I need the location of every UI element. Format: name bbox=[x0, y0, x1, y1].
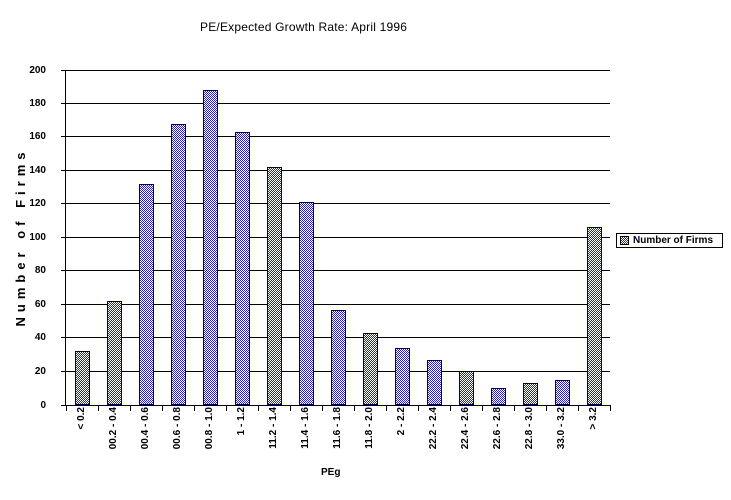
x-tick-label: 11.4 - 1.6 bbox=[300, 407, 311, 449]
x-axis-tick bbox=[610, 405, 611, 411]
x-tick-label: 11.8 - 2.0 bbox=[364, 407, 375, 449]
x-tick-label: 11.2 - 1.4 bbox=[268, 407, 279, 449]
y-axis-tick bbox=[61, 337, 70, 338]
gridline bbox=[66, 304, 610, 305]
x-axis-tick bbox=[290, 405, 291, 411]
bar-11.4-1.6 bbox=[299, 202, 314, 405]
x-axis-tick bbox=[514, 405, 515, 411]
y-tick-label: 100 bbox=[29, 232, 46, 243]
y-tick-label: 180 bbox=[29, 98, 46, 109]
x-axis-tick bbox=[258, 405, 259, 411]
x-tick-label: 00.6 - 0.8 bbox=[172, 407, 183, 450]
bar-<0.2 bbox=[75, 351, 90, 405]
x-tick-label: > 3.2 bbox=[588, 407, 599, 430]
gridline bbox=[66, 237, 610, 238]
x-tick-label: 22.2 - 2.4 bbox=[428, 407, 439, 450]
bar-11.8-2.0 bbox=[363, 333, 378, 405]
gridline bbox=[66, 70, 610, 71]
x-axis-tick bbox=[418, 405, 419, 411]
bar-00.6-0.8 bbox=[171, 124, 186, 405]
x-tick-label: 22.6 - 2.8 bbox=[492, 407, 503, 450]
x-tick-label: 22.8 - 3.0 bbox=[524, 407, 535, 450]
y-axis-tick bbox=[61, 136, 70, 137]
x-axis-tick bbox=[450, 405, 451, 411]
y-tick-label: 140 bbox=[29, 165, 46, 176]
y-tick-label: 0 bbox=[40, 400, 46, 411]
x-axis-tick bbox=[322, 405, 323, 411]
y-axis-tick bbox=[61, 203, 70, 204]
gridline bbox=[66, 170, 610, 171]
legend: Number of Firms bbox=[616, 233, 723, 248]
x-axis-title: PEg bbox=[321, 467, 341, 478]
bar-11.2-1.4 bbox=[267, 167, 282, 405]
y-axis-tick bbox=[61, 70, 70, 71]
gridline bbox=[66, 203, 610, 204]
bar-33.0-3.2 bbox=[555, 380, 570, 405]
x-tick-label: 2 - 2.2 bbox=[396, 407, 407, 436]
x-tick-label: < 0.2 bbox=[76, 407, 87, 430]
x-tick-label: 00.4 - 0.6 bbox=[140, 407, 151, 450]
y-tick-label: 60 bbox=[34, 299, 46, 310]
bar-00.8-1.0 bbox=[203, 90, 218, 405]
gridline bbox=[66, 103, 610, 104]
bar-22.8-3.0 bbox=[523, 383, 538, 405]
y-axis-tick bbox=[61, 170, 70, 171]
bar-11.6-1.8 bbox=[331, 310, 346, 405]
y-axis-tick bbox=[61, 237, 70, 238]
x-tick-label: 11.6 - 1.8 bbox=[332, 407, 343, 449]
x-axis-tick bbox=[482, 405, 483, 411]
x-axis-tick bbox=[578, 405, 579, 411]
plot-area: 0 20 40 60 80 100 120 140 160 180 200 < 0.2 00.2 - 0… bbox=[29, 65, 611, 449]
x-axis-tick bbox=[130, 405, 131, 411]
x-tick-label: 1 - 1.2 bbox=[236, 407, 247, 436]
legend-label: Number of Firms bbox=[633, 235, 714, 246]
y-axis-tick bbox=[61, 270, 70, 271]
x-axis-tick bbox=[66, 405, 67, 411]
gridline bbox=[66, 136, 610, 137]
bar->3.2 bbox=[587, 227, 602, 405]
legend-swatch-icon bbox=[620, 236, 629, 245]
bar-22.6-2.8 bbox=[491, 388, 506, 405]
x-tick-label: 00.2 - 0.4 bbox=[108, 407, 119, 450]
x-axis-tick bbox=[546, 405, 547, 411]
x-axis-tick bbox=[386, 405, 387, 411]
x-tick-label: 22.4 - 2.6 bbox=[460, 407, 471, 450]
x-axis-tick bbox=[354, 405, 355, 411]
y-axis-tick bbox=[61, 371, 70, 372]
bar-2-2.2 bbox=[395, 348, 410, 405]
y-axis-tick bbox=[61, 304, 70, 305]
gridline bbox=[66, 270, 610, 271]
x-axis-tick bbox=[98, 405, 99, 411]
y-tick-label: 80 bbox=[34, 265, 46, 276]
y-tick-label: 200 bbox=[29, 65, 46, 76]
y-tick-label: 40 bbox=[34, 332, 46, 343]
y-axis-tick bbox=[61, 103, 70, 104]
x-tick-label: 00.8 - 1.0 bbox=[204, 407, 215, 450]
x-tick-label: 33.0 - 3.2 bbox=[556, 407, 567, 450]
chart-title: PE/Expected Growth Rate: April 1996 bbox=[200, 20, 408, 34]
bar-22.2-2.4 bbox=[427, 360, 442, 405]
x-axis-tick bbox=[162, 405, 163, 411]
y-tick-label: 160 bbox=[29, 131, 46, 142]
y-tick-label: 20 bbox=[34, 366, 46, 377]
y-tick-label: 120 bbox=[29, 198, 46, 209]
bar-00.2-0.4 bbox=[107, 301, 122, 405]
x-axis-tick bbox=[226, 405, 227, 411]
y-axis-tick bbox=[61, 405, 70, 406]
bar-22.4-2.6 bbox=[459, 371, 474, 405]
x-axis-tick bbox=[194, 405, 195, 411]
bar-1-1.2 bbox=[235, 132, 250, 405]
bar-00.4-0.6 bbox=[139, 184, 154, 405]
